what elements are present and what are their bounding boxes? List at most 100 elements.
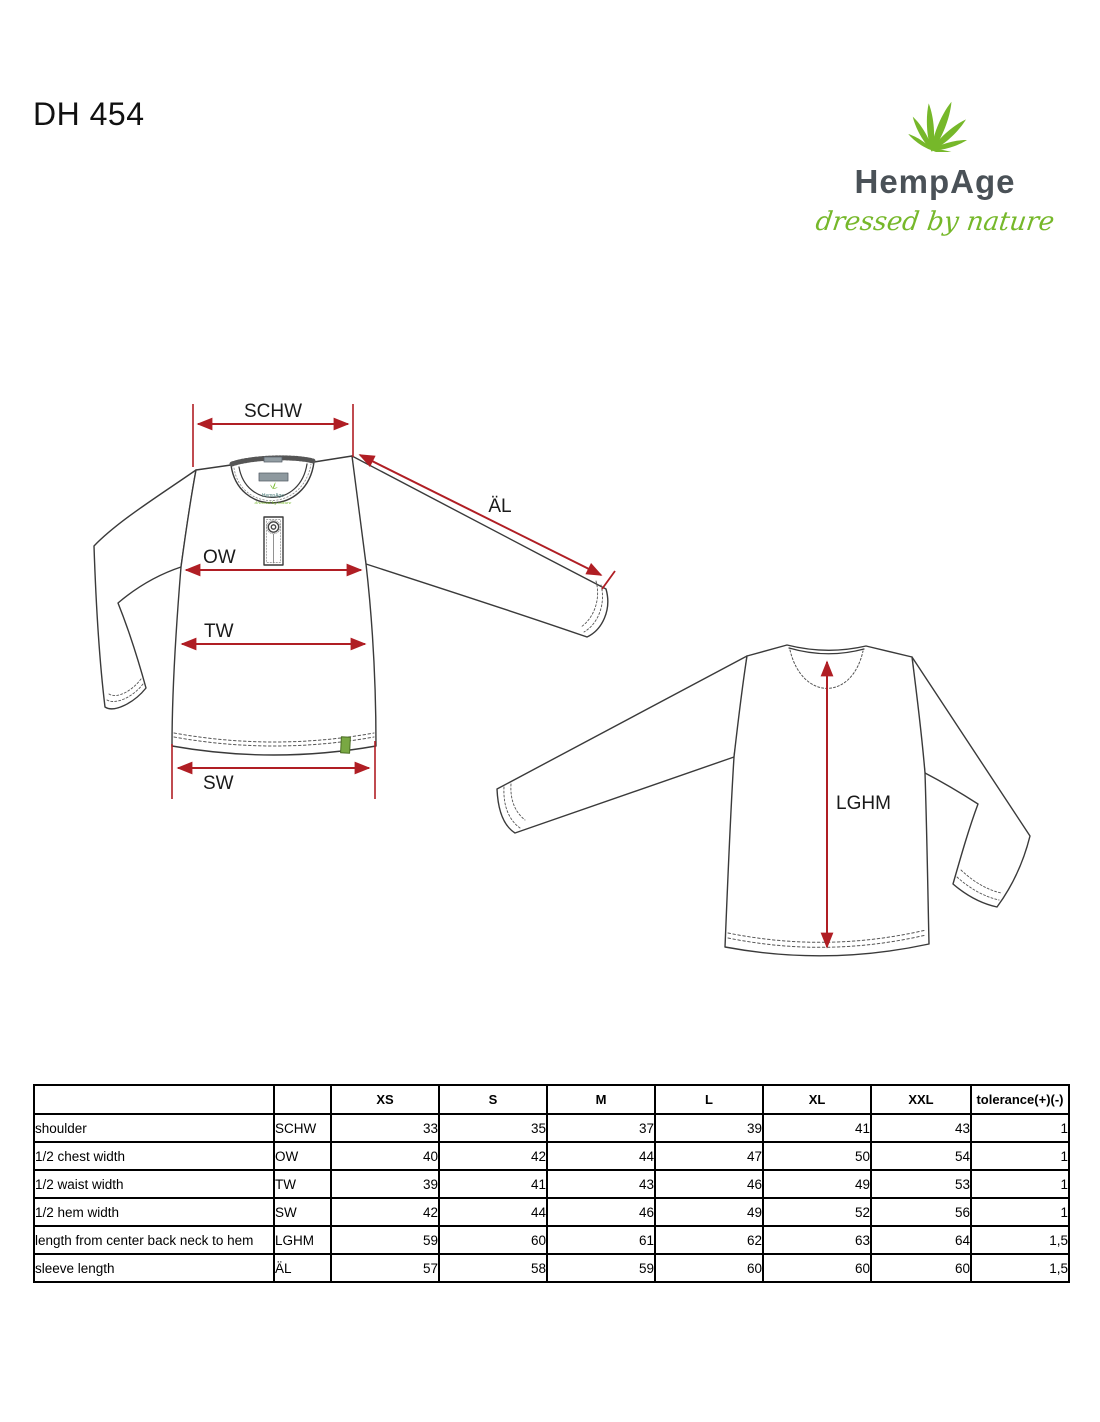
label-schw: SCHW xyxy=(244,401,302,422)
header-size-xs: XS xyxy=(330,1084,440,1115)
value-xxl: 60 xyxy=(870,1253,972,1283)
value-xl: 52 xyxy=(762,1197,872,1227)
size-table: XS S M L XL XXL tolerance(+)(-) shoulder… xyxy=(33,1084,1070,1283)
brand-logo: HempAge dressed by nature xyxy=(790,80,1080,237)
value-xxl: 53 xyxy=(870,1169,972,1199)
measure-code: OW xyxy=(273,1141,332,1171)
value-tolerance: 1 xyxy=(970,1197,1070,1227)
value-xs: 39 xyxy=(330,1169,440,1199)
table-row-shoulder: shoulder SCHW 33 35 37 39 41 43 1 xyxy=(33,1113,1070,1143)
ael-arrow xyxy=(358,454,603,576)
value-s: 42 xyxy=(438,1141,548,1171)
value-tolerance: 1 xyxy=(970,1113,1070,1143)
value-tolerance: 1 xyxy=(970,1141,1070,1171)
value-xxl: 54 xyxy=(870,1141,972,1171)
front-body-outline xyxy=(171,455,377,756)
value-xl: 50 xyxy=(762,1141,872,1171)
neck-label-leaf-icon xyxy=(269,481,278,490)
measure-code: TW xyxy=(273,1169,332,1199)
value-xs: 40 xyxy=(330,1141,440,1171)
back-right-cuff-stitch xyxy=(956,869,1002,901)
value-xl: 49 xyxy=(762,1169,872,1199)
front-right-sleeve xyxy=(351,455,609,638)
header-size-l: L xyxy=(654,1084,764,1115)
value-tolerance: 1 xyxy=(970,1169,1070,1199)
table-row-waist: 1/2 waist width TW 39 41 43 46 49 53 1 xyxy=(33,1169,1070,1199)
table-row-sleeve: sleeve length ÄL 57 58 59 60 60 60 1,5 xyxy=(33,1253,1070,1283)
neck-label-tagline: dressed by nature xyxy=(255,500,292,505)
label-sw: SW xyxy=(203,773,234,794)
label-ow: OW xyxy=(203,547,236,568)
neckband-inner-edge xyxy=(238,463,308,498)
value-s: 44 xyxy=(438,1197,548,1227)
hem-tag xyxy=(340,736,351,754)
header-size-m: M xyxy=(546,1084,656,1115)
front-left-cuff-stitch xyxy=(106,678,144,702)
label-lghm: LGHM xyxy=(836,793,891,814)
value-xl: 41 xyxy=(762,1113,872,1143)
value-m: 44 xyxy=(546,1141,656,1171)
value-xs: 42 xyxy=(330,1197,440,1227)
value-l: 60 xyxy=(654,1253,764,1283)
header-size-s: S xyxy=(438,1084,548,1115)
measure-code: SW xyxy=(273,1197,332,1227)
value-m: 61 xyxy=(546,1225,656,1255)
brand-name: HempAge xyxy=(854,163,1016,200)
header-tolerance: tolerance(+)(-) xyxy=(970,1084,1070,1115)
measure-name: 1/2 chest width xyxy=(33,1141,275,1171)
value-tolerance: 1,5 xyxy=(970,1225,1070,1255)
front-right-cuff-stitch xyxy=(580,580,603,633)
back-left-cuff-stitch xyxy=(503,783,526,829)
value-xs: 33 xyxy=(330,1113,440,1143)
back-collar-inner-edge xyxy=(788,647,865,655)
measure-name: 1/2 hem width xyxy=(33,1197,275,1227)
header-empty-code xyxy=(273,1084,332,1115)
back-left-sleeve xyxy=(496,655,748,834)
value-tolerance: 1,5 xyxy=(970,1253,1070,1283)
value-xs: 57 xyxy=(330,1253,440,1283)
table-header-row: XS S M L XL XXL tolerance(+)(-) xyxy=(33,1084,1070,1115)
measure-name: sleeve length xyxy=(33,1253,275,1283)
value-s: 60 xyxy=(438,1225,548,1255)
neck-label-brand: HempAge xyxy=(262,493,284,499)
value-l: 46 xyxy=(654,1169,764,1199)
table-row-chest: 1/2 chest width OW 40 42 44 47 50 54 1 xyxy=(33,1141,1070,1171)
button-ring-stitch xyxy=(266,519,281,535)
front-view-drawing: HempAge dressed by nature xyxy=(93,455,609,756)
label-tw: TW xyxy=(204,621,234,642)
ael-end-tick xyxy=(601,570,616,590)
value-xxl: 43 xyxy=(870,1113,972,1143)
value-m: 43 xyxy=(546,1169,656,1199)
measure-name: shoulder xyxy=(33,1113,275,1143)
button-hole xyxy=(270,524,277,530)
measure-code: SCHW xyxy=(273,1113,332,1143)
measure-name: 1/2 waist width xyxy=(33,1169,275,1199)
measure-name: length from center back neck to hem xyxy=(33,1225,275,1255)
value-xxl: 64 xyxy=(870,1225,972,1255)
measure-code: LGHM xyxy=(273,1225,332,1255)
hanger-loop xyxy=(263,456,283,463)
back-view-drawing xyxy=(496,644,1031,957)
value-s: 58 xyxy=(438,1253,548,1283)
value-xs: 59 xyxy=(330,1225,440,1255)
header-size-xl: XL xyxy=(762,1084,872,1115)
value-m: 37 xyxy=(546,1113,656,1143)
table-row-hem: 1/2 hem width SW 42 44 46 49 52 56 1 xyxy=(33,1197,1070,1227)
value-s: 41 xyxy=(438,1169,548,1199)
header-size-xxl: XXL xyxy=(870,1084,972,1115)
inner-neck-label xyxy=(258,472,289,482)
front-dimension-arrows xyxy=(171,404,616,799)
value-l: 47 xyxy=(654,1141,764,1171)
value-xl: 60 xyxy=(762,1253,872,1283)
value-l: 62 xyxy=(654,1225,764,1255)
label-ael: ÄL xyxy=(488,496,511,517)
value-xxl: 56 xyxy=(870,1197,972,1227)
value-xl: 63 xyxy=(762,1225,872,1255)
value-m: 59 xyxy=(546,1253,656,1283)
page-title: DH 454 xyxy=(33,96,145,132)
value-l: 49 xyxy=(654,1197,764,1227)
value-l: 39 xyxy=(654,1113,764,1143)
header-empty-name xyxy=(33,1084,275,1115)
